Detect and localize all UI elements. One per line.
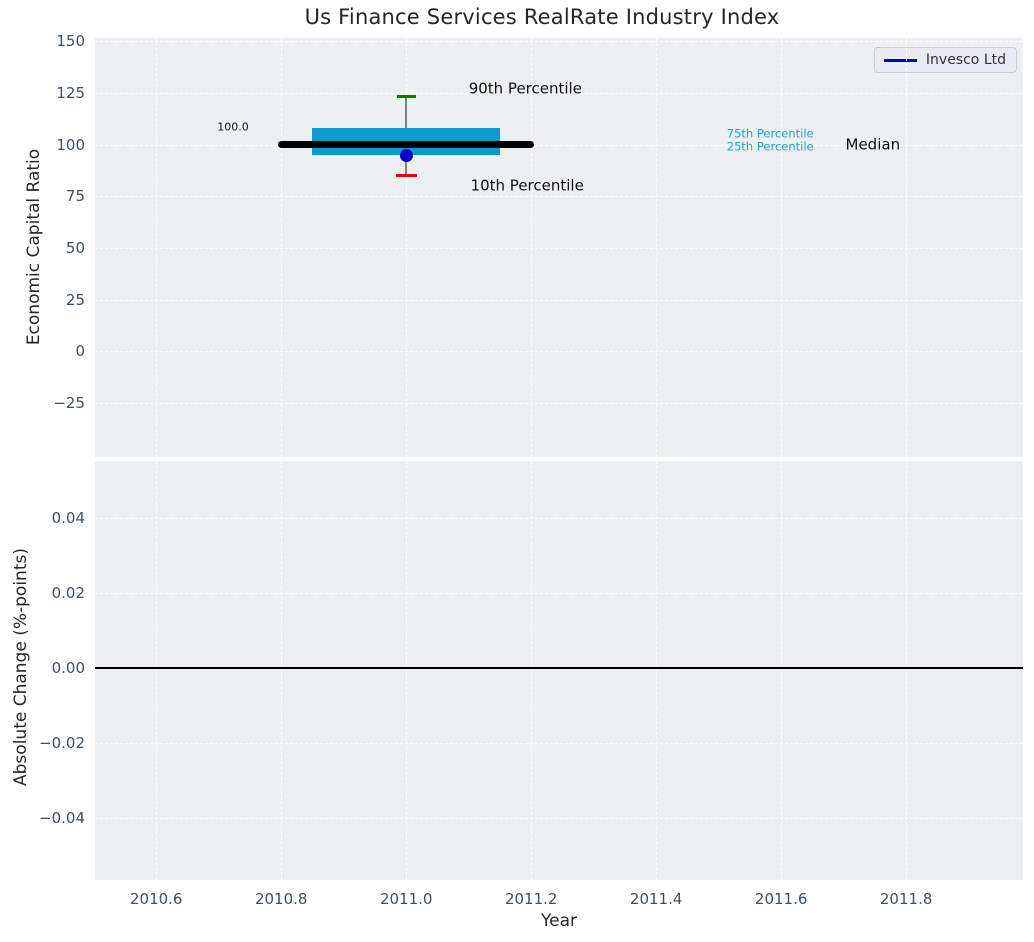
gridline-h [95,248,1023,250]
annotation-10th-percentile: 10th Percentile [470,176,584,195]
gridline-v [531,461,533,880]
x-tick-label: 2011.4 [629,890,683,908]
zero-reference-line [95,667,1023,670]
gridline-v [156,461,158,880]
gridline-h [95,593,1023,595]
y-tick-label: 0 [75,342,85,361]
median-line [278,141,535,149]
y-tick-label: −0.02 [39,734,85,753]
legend-label: Invesco Ltd [925,52,1006,68]
annotation-75th-percentile: 75th Percentile [726,126,814,141]
company-marker [399,149,413,163]
x-tick-label: 2011.8 [879,890,933,908]
gridline-h [95,144,1023,146]
gridline-h [95,818,1023,820]
y-tick-label: 50 [65,239,85,258]
x-axis-label: Year [541,911,577,931]
y-tick-label: 75 [65,187,85,206]
y-tick-label: −0.04 [39,809,85,828]
gridline-v [906,461,908,880]
gridline-v [281,38,283,457]
x-tick-label: 2011.0 [379,890,433,908]
p10-cap [395,174,417,178]
y-tick-label: 150 [56,32,85,51]
y-tick-label: 25 [65,290,85,309]
gridline-h [95,41,1023,43]
gridline-v [781,461,783,880]
p90-cap [396,95,416,99]
gridline-v [906,38,908,457]
gridline-v [781,38,783,457]
y-tick-label: 0.00 [51,659,85,678]
annotation-100.0: 100.0 [217,121,249,135]
gridline-v [656,461,658,880]
gridline-v [406,38,408,457]
top-plot-area: Invesco Ltd 100.0 90th Percentile 10th Per… [95,38,1023,457]
gridline-h [95,299,1023,301]
gridline-h [95,743,1023,745]
bottom-plot-area [95,461,1023,880]
y-tick-label: −25 [53,394,85,413]
chart-title: Us Finance Services RealRate Industry In… [304,5,780,29]
gridline-v [531,38,533,457]
gridline-v [656,38,658,457]
x-tick-label: 2010.6 [129,890,183,908]
annotation-median: Median [845,134,901,153]
legend: Invesco Ltd [873,47,1017,73]
gridline-h [95,196,1023,198]
gridline-h [95,351,1023,353]
x-tick-label: 2010.8 [254,890,308,908]
x-tick-label: 2011.2 [504,890,558,908]
gridline-v [156,38,158,457]
gridline-v [406,461,408,880]
y-tick-label: 100 [56,135,85,154]
gridline-h [95,92,1023,94]
annotation-25th-percentile: 25th Percentile [726,139,814,154]
gridline-h [95,518,1023,520]
gridline-h [95,403,1023,405]
annotation-90th-percentile: 90th Percentile [468,79,582,98]
gridline-v [281,461,283,880]
x-tick-label: 2011.6 [754,890,808,908]
y-tick-label: 0.04 [51,509,85,528]
legend-line-icon [883,58,917,62]
y-tick-label: 125 [56,83,85,102]
y-tick-label: 0.02 [51,584,85,603]
